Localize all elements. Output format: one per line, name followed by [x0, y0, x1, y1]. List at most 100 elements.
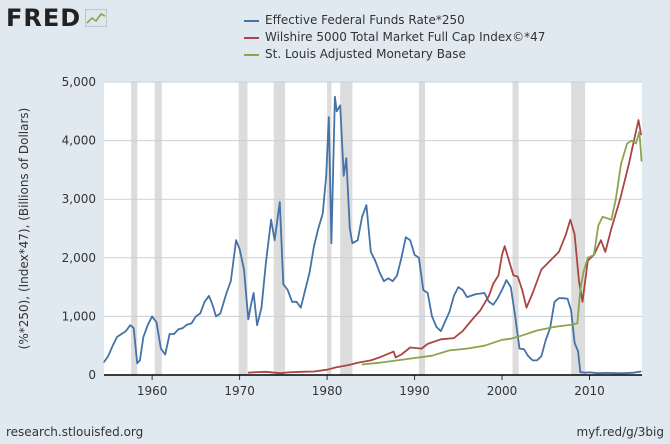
data-point — [116, 336, 118, 338]
data-point — [569, 219, 571, 221]
data-point — [514, 315, 516, 317]
legend-item[interactable]: Effective Federal Funds Rate*250 — [244, 12, 545, 29]
data-point — [343, 175, 345, 177]
data-point — [457, 286, 459, 288]
data-point — [510, 286, 512, 288]
y-tick-label: 3,000 — [62, 192, 96, 206]
data-point — [243, 268, 245, 271]
data-point — [600, 239, 602, 241]
data-point — [567, 298, 569, 300]
data-point — [300, 371, 302, 373]
data-point — [142, 336, 144, 338]
data-point — [440, 338, 442, 340]
data-point — [553, 326, 556, 328]
data-point — [630, 140, 633, 142]
data-point — [558, 297, 560, 299]
recession-band — [131, 82, 138, 375]
series-line — [248, 119, 642, 375]
data-point — [640, 370, 642, 373]
series-1 — [247, 119, 642, 375]
recession-band — [418, 82, 426, 375]
recession-band — [327, 82, 332, 375]
data-point — [348, 364, 350, 366]
x-tick-label: 2010 — [574, 384, 605, 398]
data-point — [501, 254, 503, 256]
data-point — [112, 345, 114, 347]
data-point — [527, 355, 529, 357]
data-point — [247, 372, 249, 374]
data-point — [578, 280, 580, 282]
data-point — [392, 350, 395, 353]
data-point — [579, 371, 581, 373]
data-point — [328, 116, 330, 118]
data-point — [479, 309, 481, 312]
data-point — [139, 359, 141, 361]
x-tick-label: 2000 — [487, 384, 518, 398]
data-point — [177, 328, 179, 330]
data-point — [540, 268, 542, 271]
data-point — [571, 324, 573, 326]
data-point — [335, 366, 337, 368]
data-point — [273, 239, 276, 241]
data-point — [597, 372, 599, 374]
data-point — [453, 295, 455, 297]
source-link[interactable]: research.stlouisfed.org — [6, 425, 144, 439]
data-point — [584, 372, 586, 374]
y-tick-label: 0 — [88, 368, 96, 382]
data-point — [378, 362, 381, 364]
y-tick-label: 2,000 — [62, 251, 96, 265]
legend-item[interactable]: Wilshire 5000 Total Market Full Cap Inde… — [244, 29, 545, 46]
x-tick-label: 1980 — [312, 384, 343, 398]
short-url-link[interactable]: myf.red/g/3big — [576, 425, 664, 439]
data-point — [256, 324, 258, 326]
data-point — [155, 321, 158, 323]
data-point — [287, 289, 289, 291]
data-point — [620, 163, 622, 165]
data-point — [466, 348, 468, 350]
data-point — [510, 338, 512, 340]
data-point — [151, 315, 153, 317]
x-tick-label: 1970 — [224, 384, 255, 398]
data-point — [549, 260, 551, 262]
data-point — [582, 271, 584, 274]
data-point — [523, 348, 525, 350]
data-point — [628, 163, 630, 165]
data-point — [570, 309, 572, 312]
data-point — [357, 239, 359, 241]
data-point — [453, 337, 455, 339]
data-point — [330, 242, 333, 244]
data-point — [626, 142, 628, 145]
data-point — [247, 318, 249, 320]
fred-logo[interactable]: FRED — [6, 4, 108, 32]
data-point — [387, 277, 389, 279]
data-point — [400, 353, 403, 356]
data-point — [497, 297, 499, 299]
data-point — [349, 227, 351, 230]
data-point — [195, 315, 197, 317]
data-point — [199, 312, 201, 315]
logo-text: FRED — [6, 4, 82, 32]
data-point — [295, 301, 298, 303]
data-point — [336, 110, 338, 112]
data-point — [182, 327, 184, 329]
legend-item[interactable]: St. Louis Adjusted Monetary Base — [244, 46, 545, 63]
data-point — [396, 359, 398, 361]
data-point — [508, 260, 510, 262]
legend-label: Wilshire 5000 Total Market Full Cap Inde… — [265, 30, 546, 44]
data-point — [304, 289, 306, 291]
data-point — [427, 343, 429, 345]
data-point — [238, 248, 241, 250]
data-point — [422, 289, 424, 291]
data-point — [610, 219, 612, 221]
data-point — [361, 216, 363, 218]
data-point — [640, 160, 643, 162]
data-point — [427, 292, 429, 294]
data-point — [125, 330, 127, 332]
data-point — [173, 333, 175, 335]
data-point — [475, 293, 477, 295]
data-point — [133, 327, 135, 329]
y-tick-label: 5,000 — [62, 75, 96, 89]
data-point — [395, 356, 397, 359]
legend-label: St. Louis Adjusted Monetary Base — [265, 47, 466, 61]
